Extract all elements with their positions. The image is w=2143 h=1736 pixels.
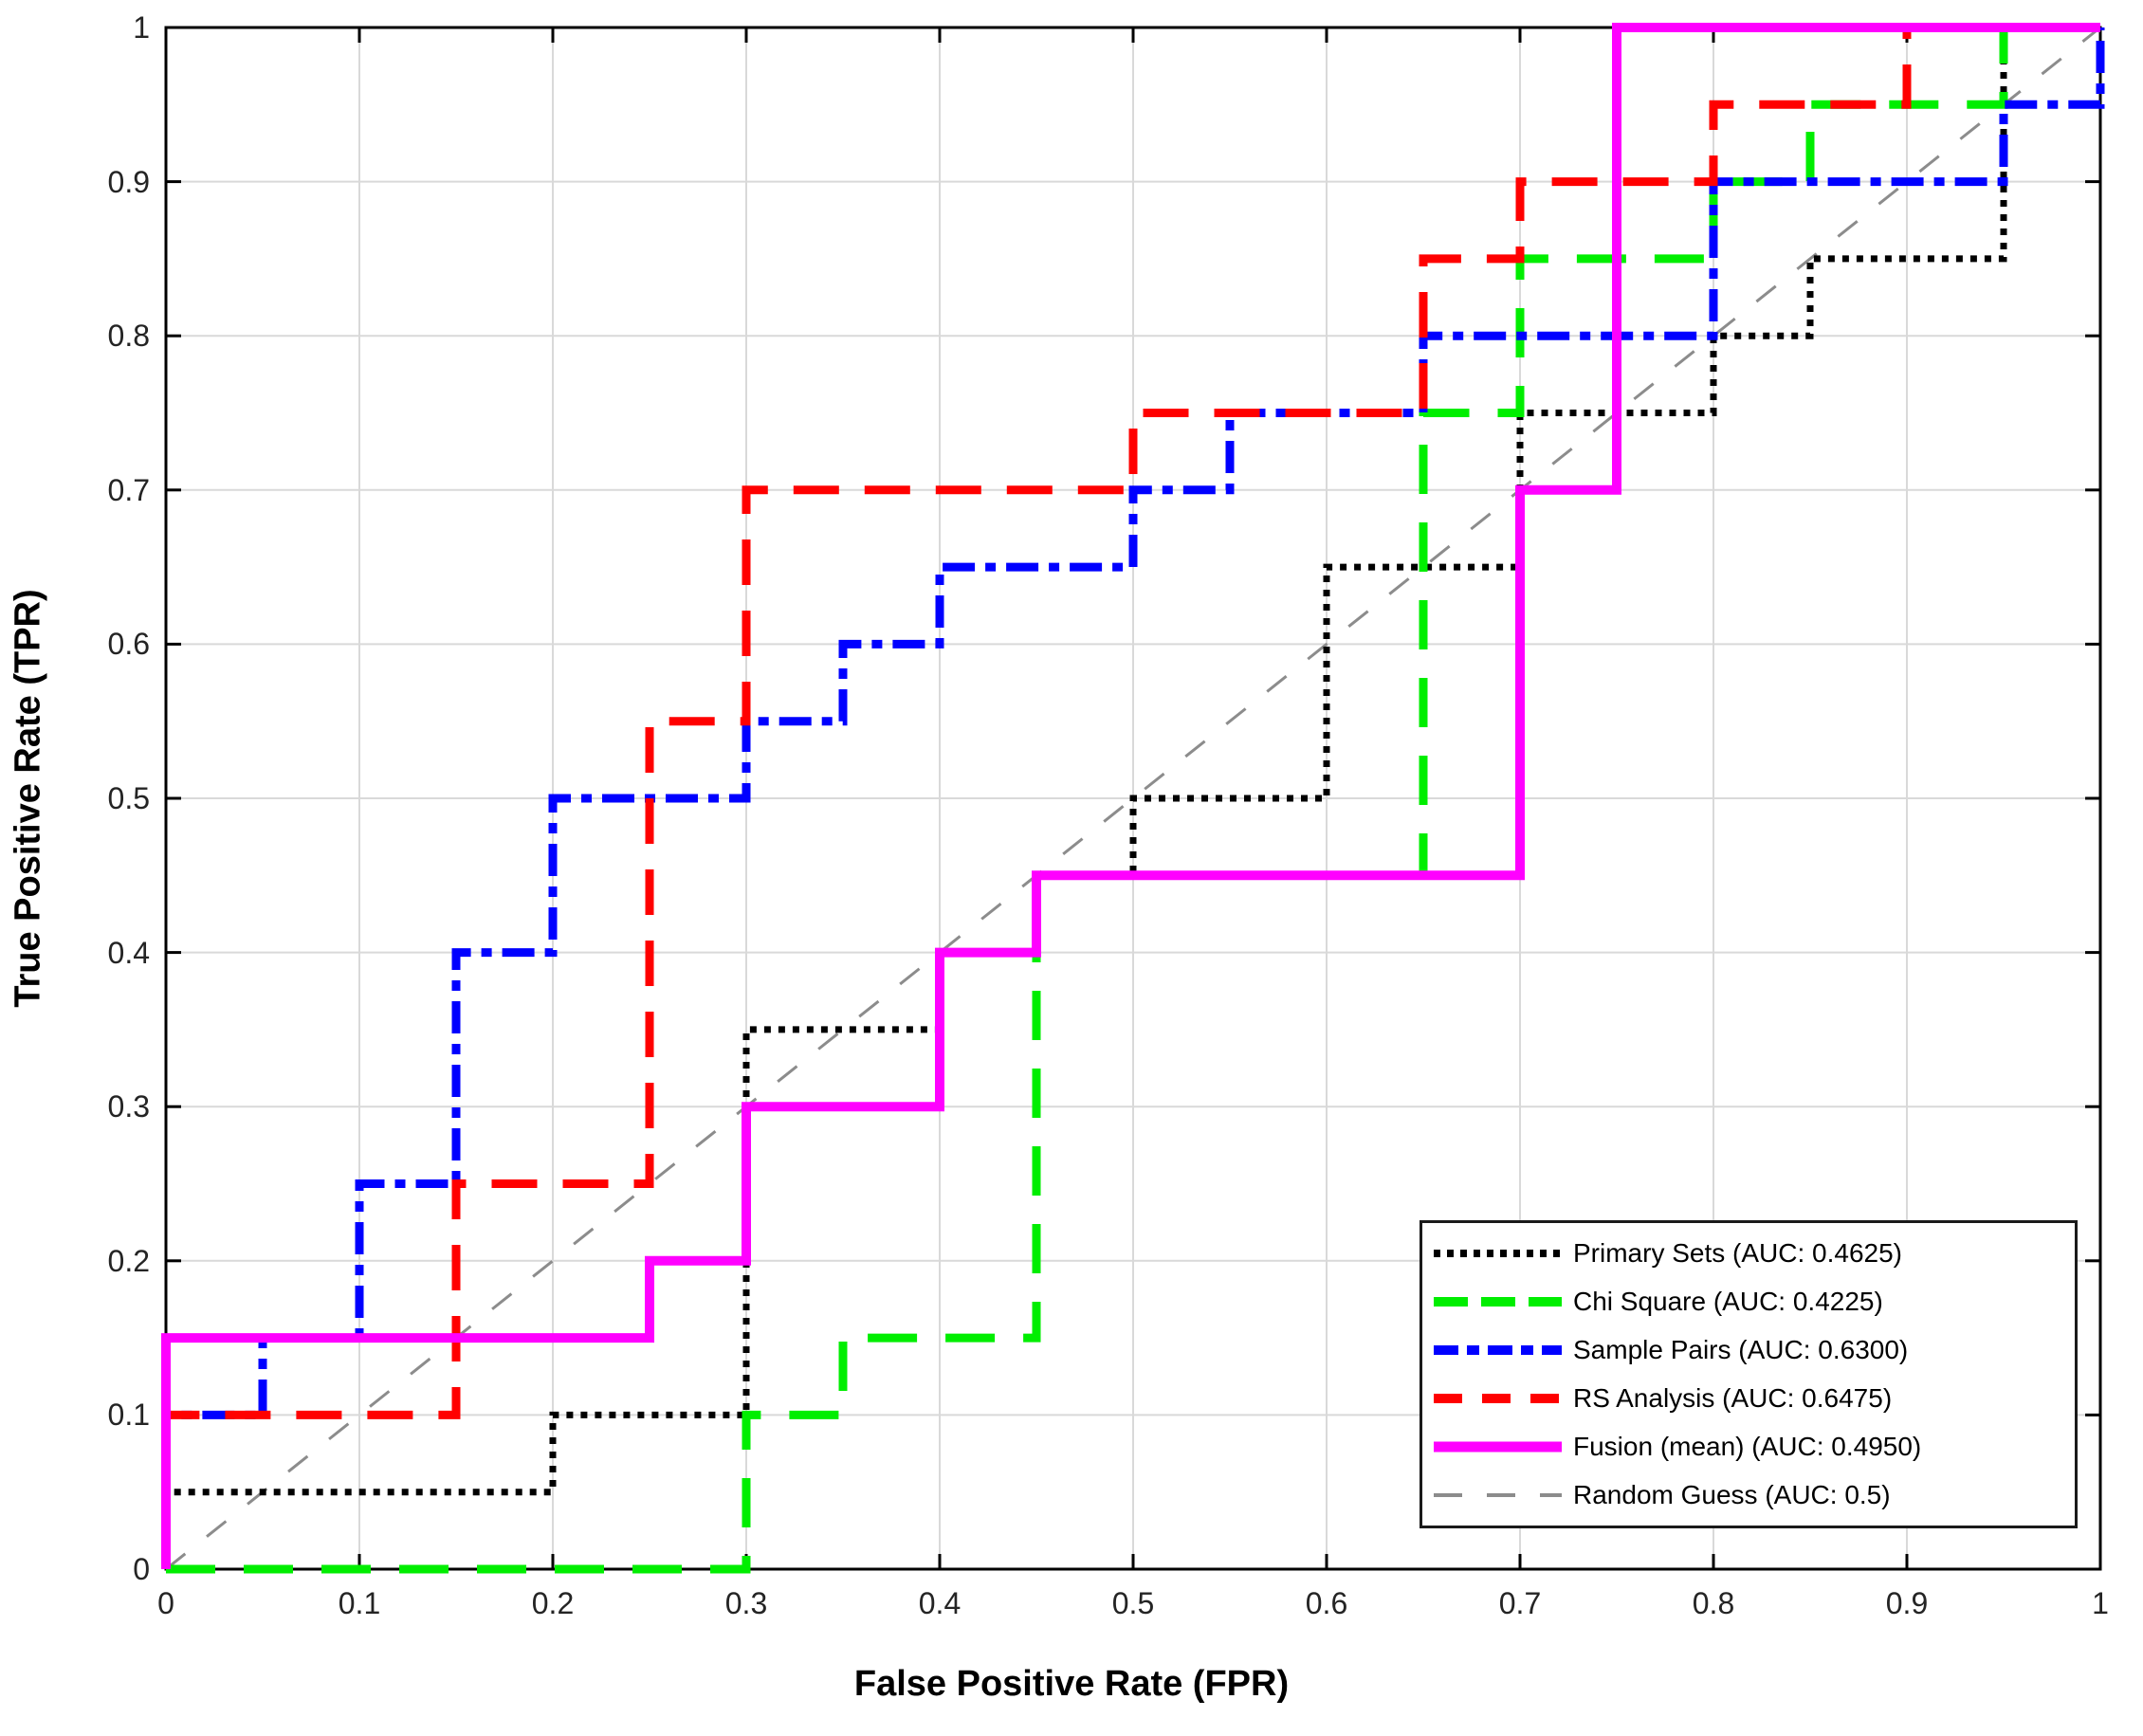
legend-item-random-guess: Random Guess (AUC: 0.5) bbox=[1434, 1473, 2075, 1517]
x-tick-label: 0.8 bbox=[1692, 1586, 1735, 1620]
legend-item-fusion-mean: Fusion (mean) (AUC: 0.4950) bbox=[1434, 1425, 2075, 1469]
legend-line-sample-chi-square bbox=[1434, 1296, 1562, 1307]
y-tick-label: 0.8 bbox=[107, 319, 150, 354]
legend-item-chi-square: Chi Square (AUC: 0.4225) bbox=[1434, 1280, 2075, 1324]
x-tick-label: 0.5 bbox=[1111, 1586, 1155, 1620]
x-tick-label: 1 bbox=[2092, 1586, 2109, 1620]
x-tick-label: 0.7 bbox=[1498, 1586, 1542, 1620]
legend-label-primary-sets: Primary Sets (AUC: 0.4625) bbox=[1573, 1237, 1902, 1268]
x-tick-label: 0 bbox=[157, 1586, 174, 1620]
y-axis-title: True Positive Rate (TPR) bbox=[8, 589, 48, 1008]
y-tick-label: 0.1 bbox=[107, 1398, 150, 1433]
y-tick-label: 0.9 bbox=[107, 164, 150, 199]
y-tick-label: 0.3 bbox=[107, 1089, 150, 1124]
legend-line-sample-random-guess bbox=[1434, 1493, 1562, 1498]
x-tick-label: 0.1 bbox=[338, 1586, 381, 1620]
x-axis-title: False Positive Rate (FPR) bbox=[853, 1664, 1290, 1704]
y-tick-label: 0 bbox=[133, 1552, 150, 1586]
legend-label-sample-pairs: Sample Pairs (AUC: 0.6300) bbox=[1573, 1334, 1909, 1364]
legend-item-sample-pairs: Sample Pairs (AUC: 0.6300) bbox=[1434, 1328, 2075, 1372]
x-tick-label: 0.3 bbox=[724, 1586, 768, 1620]
y-tick-label: 0.6 bbox=[107, 627, 150, 662]
roc-curve-primary-sets bbox=[162, 24, 2100, 1569]
legend: Primary Sets (AUC: 0.4625) Chi Square (AU… bbox=[1420, 1220, 2078, 1528]
legend-label-rs-analysis: RS Analysis (AUC: 0.6475) bbox=[1573, 1383, 1893, 1414]
roc-curve-rs-analysis bbox=[161, 23, 2100, 1569]
legend-item-rs-analysis: RS Analysis (AUC: 0.6475) bbox=[1434, 1377, 2075, 1420]
roc-curve-fusion-mean bbox=[161, 23, 2100, 1569]
legend-label-fusion-mean: Fusion (mean) (AUC: 0.4950) bbox=[1573, 1432, 1922, 1462]
legend-item-primary-sets: Primary Sets (AUC: 0.4625) bbox=[1434, 1232, 2075, 1275]
x-tick-label: 0.6 bbox=[1305, 1586, 1348, 1620]
legend-line-sample-fusion-mean bbox=[1434, 1441, 1562, 1453]
x-tick-label: 0.2 bbox=[531, 1586, 575, 1620]
x-tick-label: 0.4 bbox=[918, 1586, 962, 1620]
x-tick-label: 0.9 bbox=[1885, 1586, 1929, 1620]
y-tick-label: 1 bbox=[133, 10, 150, 45]
legend-label-random-guess: Random Guess (AUC: 0.5) bbox=[1573, 1480, 1891, 1510]
legend-line-sample-sample-pairs bbox=[1434, 1344, 1562, 1355]
y-tick-label: 0.4 bbox=[107, 935, 150, 970]
legend-line-sample-primary-sets bbox=[1434, 1249, 1562, 1257]
y-tick-label: 0.7 bbox=[107, 472, 150, 507]
y-tick-label: 0.2 bbox=[107, 1243, 150, 1278]
y-tick-label: 0.5 bbox=[107, 781, 150, 815]
legend-label-chi-square: Chi Square (AUC: 0.4225) bbox=[1573, 1286, 1883, 1316]
legend-line-sample-rs-analysis bbox=[1434, 1394, 1562, 1404]
